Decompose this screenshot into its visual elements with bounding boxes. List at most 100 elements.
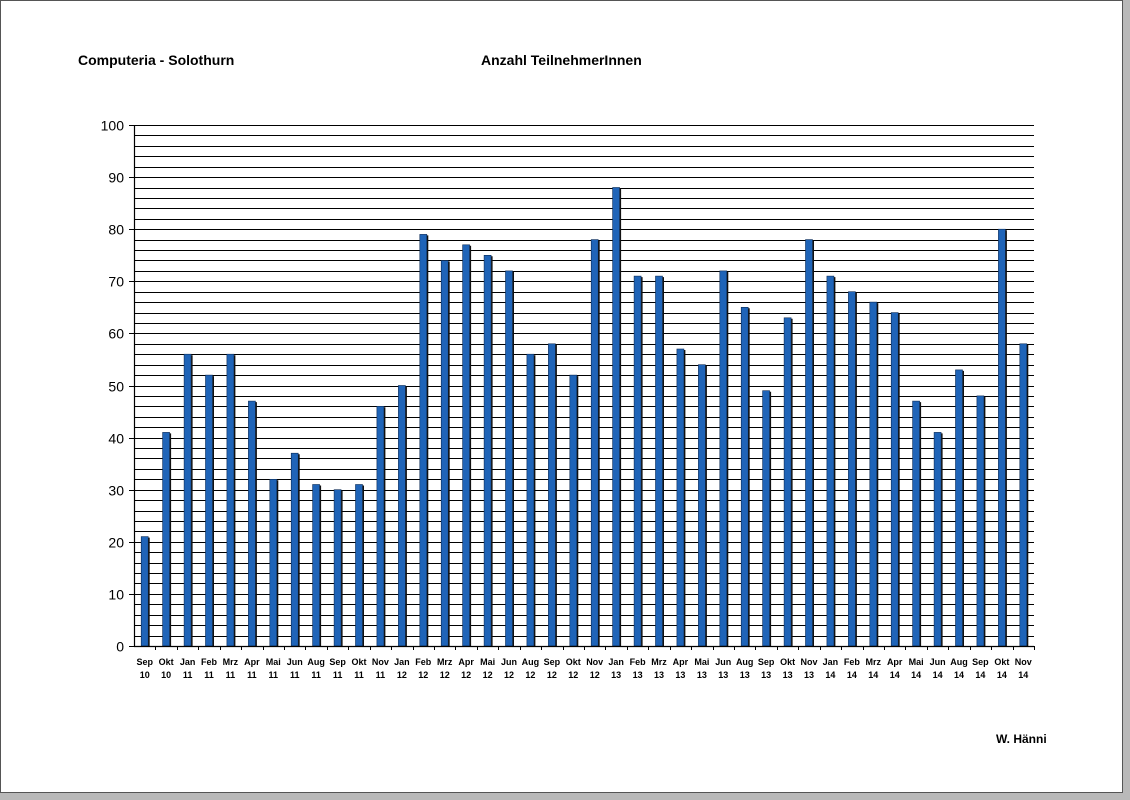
bar — [398, 385, 406, 647]
x-tick-label-month: Mai — [480, 657, 495, 667]
x-tick-label-month: Feb — [630, 657, 647, 667]
bar — [462, 244, 470, 647]
bar — [505, 270, 513, 647]
x-tick-label-year: 13 — [633, 670, 643, 680]
x-tick-label-year: 14 — [868, 670, 878, 680]
bar — [290, 452, 299, 647]
x-tick-label-year: 11 — [376, 670, 386, 680]
x-tick-label-year: 11 — [247, 670, 257, 680]
bar — [548, 343, 556, 647]
x-tick-label-month: Mrz — [223, 657, 239, 667]
bar — [226, 353, 235, 647]
x-tick-label-month: Mai — [909, 657, 924, 667]
x-tick-label-month: Apr — [244, 657, 260, 667]
x-tick-label-month: Apr — [458, 657, 474, 667]
x-tick-label-month: Aug — [950, 657, 968, 667]
x-tick-label-year: 12 — [525, 670, 535, 680]
bar — [848, 291, 856, 647]
y-tick-label: 10 — [108, 587, 124, 603]
x-tick-label-year: 12 — [590, 670, 600, 680]
x-tick-label-year: 12 — [397, 670, 407, 680]
x-tick-label-year: 14 — [825, 670, 835, 680]
y-tick-label: 80 — [108, 222, 124, 238]
y-tick-label: 70 — [108, 274, 124, 290]
bar — [205, 374, 213, 647]
bar — [269, 478, 278, 647]
x-tick-label-month: Okt — [351, 657, 366, 667]
x-tick-label-year: 11 — [333, 670, 343, 680]
x-tick-label-month: Sep — [972, 657, 989, 667]
y-tick-label: 50 — [108, 379, 124, 395]
author-signature: W. Hänni — [996, 732, 1047, 746]
x-tick-label-year: 14 — [911, 670, 921, 680]
bar — [419, 234, 428, 647]
bar — [376, 405, 385, 647]
x-tick-label-year: 11 — [226, 670, 236, 680]
x-tick-label-year: 12 — [568, 670, 578, 680]
x-tick-label-year: 13 — [675, 670, 685, 680]
x-tick-label-month: Sep — [136, 657, 153, 667]
bar — [676, 348, 685, 647]
x-tick-label-month: Mrz — [651, 657, 667, 667]
x-tick-label-year: 12 — [547, 670, 557, 680]
bar — [483, 255, 492, 647]
x-tick-label-month: Mrz — [866, 657, 882, 667]
x-tick-label-year: 11 — [311, 670, 321, 680]
x-tick-label-month: Jun — [930, 657, 946, 667]
bar — [655, 275, 663, 647]
x-tick-label-year: 13 — [761, 670, 771, 680]
x-tick-label-year: 11 — [354, 670, 364, 680]
x-tick-label-month: Okt — [566, 657, 581, 667]
x-tick-label-month: Sep — [758, 657, 775, 667]
x-tick-label-month: Okt — [159, 657, 174, 667]
bar — [698, 364, 706, 647]
x-tick-label-month: Mrz — [437, 657, 453, 667]
y-tick-label: 0 — [116, 639, 124, 655]
x-tick-label-year: 13 — [718, 670, 728, 680]
x-tick-label-month: Jun — [501, 657, 517, 667]
x-tick-label-month: Nov — [1015, 657, 1032, 667]
x-tick-label-year: 14 — [954, 670, 964, 680]
bar — [633, 275, 642, 647]
x-tick-label-month: Apr — [673, 657, 689, 667]
x-tick-label-year: 14 — [1018, 670, 1028, 680]
y-tick-label: 90 — [108, 170, 124, 186]
x-tick-label-year: 13 — [611, 670, 621, 680]
bar — [912, 400, 920, 647]
bars — [140, 187, 1029, 647]
x-tick-label-month: Jun — [287, 657, 303, 667]
chart-title: Anzahl TeilnehmerInnen — [481, 52, 642, 68]
x-tick-label-year: 14 — [847, 670, 857, 680]
bar — [440, 260, 449, 647]
x-tick-label-month: Jan — [823, 657, 839, 667]
bar — [783, 317, 792, 647]
x-tick-label-year: 11 — [290, 670, 300, 680]
x-tick-label-year: 12 — [461, 670, 471, 680]
x-tick-label-year: 14 — [997, 670, 1007, 680]
x-tick-label-month: Mai — [266, 657, 281, 667]
x-tick-label-month: Okt — [994, 657, 1009, 667]
bar — [526, 353, 535, 647]
y-tick-labels: 0 10 20 30 40 50 60 70 80 90 100 — [101, 118, 125, 655]
bar — [890, 312, 899, 647]
x-tick-label-month: Nov — [372, 657, 389, 667]
bar — [740, 306, 749, 647]
x-tick-label-year: 14 — [890, 670, 900, 680]
x-tick-label-month: Nov — [586, 657, 603, 667]
x-tick-label-month: Feb — [201, 657, 218, 667]
bar — [248, 400, 256, 647]
x-tick-label-month: Aug — [307, 657, 325, 667]
bar — [183, 353, 192, 647]
x-tick-label-year: 13 — [783, 670, 793, 680]
x-tick-label-year: 12 — [418, 670, 428, 680]
y-tick-label: 30 — [108, 483, 124, 499]
bar — [590, 239, 599, 647]
x-tick-label-month: Nov — [800, 657, 817, 667]
bar — [762, 390, 770, 647]
bar — [140, 536, 149, 647]
x-tick-label-year: 13 — [697, 670, 707, 680]
bar — [569, 374, 578, 647]
x-tick-label-month: Jan — [180, 657, 196, 667]
x-tick-label-year: 11 — [183, 670, 193, 680]
